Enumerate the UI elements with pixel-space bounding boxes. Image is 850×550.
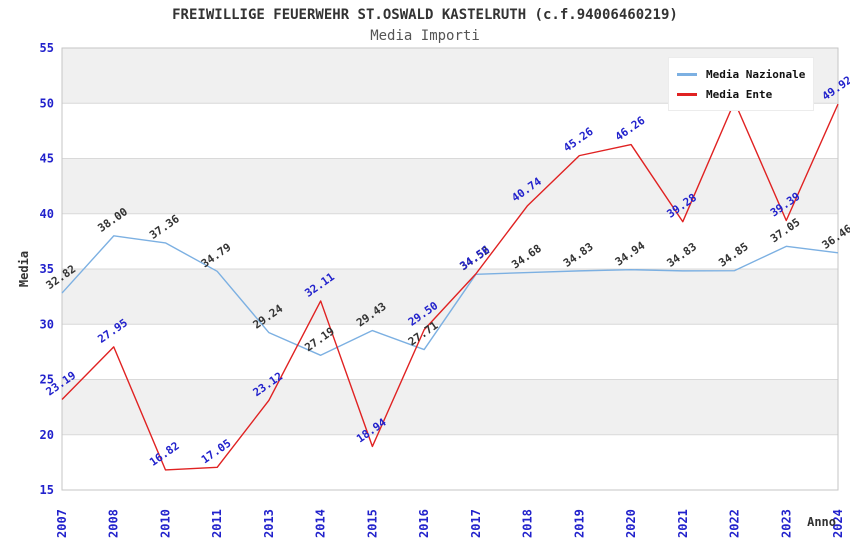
data-label: 37.36 [147, 212, 182, 242]
x-tick-label: 2023 [779, 509, 793, 538]
x-tick-label: 2015 [365, 509, 379, 538]
entity-line-swatch-icon [677, 92, 697, 96]
x-tick-label: 2010 [158, 509, 172, 538]
y-tick-label: 40 [40, 207, 54, 221]
legend: Media Nazionale Media Ente [668, 57, 814, 111]
data-label: 34.68 [509, 242, 544, 272]
x-tick-label: 2018 [521, 509, 535, 538]
data-label: 16.82 [147, 439, 182, 469]
data-label: 34.94 [613, 239, 648, 269]
y-tick-label: 35 [40, 262, 54, 276]
data-label: 45.26 [561, 125, 596, 155]
x-tick-label: 2011 [210, 509, 224, 538]
legend-item-media-ente: Media Ente [677, 84, 805, 104]
x-tick-label: 2017 [469, 509, 483, 538]
legend-label: Media Nazionale [706, 67, 806, 81]
x-tick-label: 2021 [676, 509, 690, 538]
grid-band [62, 379, 838, 435]
data-label: 36.46 [820, 222, 850, 252]
y-tick-label: 55 [40, 41, 54, 55]
data-label: 46.26 [613, 114, 648, 144]
x-tick-label: 2016 [417, 509, 431, 538]
data-label: 34.83 [664, 240, 699, 270]
grid-band [62, 158, 838, 214]
legend-label: Media Ente [706, 87, 773, 101]
x-tick-label: 2013 [262, 509, 276, 538]
x-tick-label: 2022 [728, 509, 742, 538]
plot-border [61, 47, 839, 491]
data-label: 34.83 [561, 240, 596, 270]
data-label: 37.05 [768, 216, 803, 246]
x-tick-label: 2014 [314, 509, 328, 538]
x-tick-label: 2020 [624, 509, 638, 538]
x-tick-label: 2019 [572, 509, 586, 538]
x-tick-label: 2007 [55, 509, 69, 538]
chart-title: FREIWILLIGE FEUERWEHR ST.OSWALD KASTELRU… [172, 7, 678, 23]
legend-item-media-nazionale: Media Nazionale [677, 64, 805, 84]
y-tick-label: 30 [40, 317, 54, 331]
series-line-media-nazionale [61, 235, 839, 357]
x-tick-label: 2024 [831, 509, 845, 538]
chart-subtitle: Media Importi [370, 28, 480, 44]
y-tick-label: 15 [40, 483, 54, 497]
data-label: 17.05 [199, 437, 234, 467]
national-line-swatch-icon [677, 72, 697, 76]
y-axis-title: Media [17, 250, 31, 288]
x-tick-label: 2008 [107, 509, 121, 538]
series-line-media-ente [61, 100, 839, 471]
data-label: 34.79 [199, 241, 234, 271]
grid-band [62, 269, 838, 325]
y-tick-label: 50 [40, 96, 54, 110]
x-axis-title: Anno [807, 515, 836, 529]
y-tick-label: 45 [40, 152, 54, 166]
y-tick-label: 20 [40, 428, 54, 442]
y-tick-label: 25 [40, 373, 54, 387]
